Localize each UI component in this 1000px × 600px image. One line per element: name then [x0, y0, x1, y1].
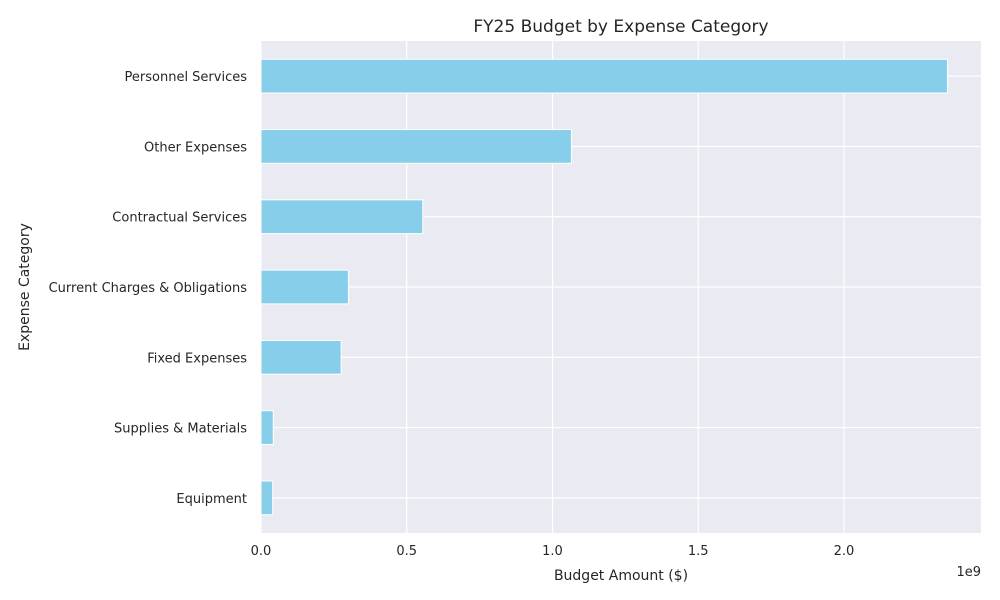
y-tick-labels: Personnel Services Other Expenses Contract… — [49, 70, 248, 507]
y-axis-label: Expense Category — [17, 223, 33, 351]
x-tick-labels: 0.0 0.5 1.0 1.5 2.0 — [251, 544, 855, 559]
bar-current-charges-obligations — [260, 269, 349, 305]
x-tick-label: 0.5 — [396, 544, 417, 559]
bars — [260, 58, 948, 516]
bar-contractual-services — [260, 199, 424, 235]
y-tick-label: Fixed Expenses — [147, 351, 247, 366]
y-tick-label: Contractual Services — [112, 211, 247, 226]
x-scale-offset-label: 1e9 — [956, 565, 981, 580]
x-axis-label: Budget Amount ($) — [554, 568, 688, 584]
bar-supplies-materials — [260, 410, 274, 445]
bar-other-expenses — [260, 129, 572, 164]
y-tick-label: Personnel Services — [125, 70, 248, 85]
chart-title: FY25 Budget by Expense Category — [473, 17, 768, 37]
y-tick-label: Current Charges & Obligations — [49, 281, 248, 296]
bar-equipment — [260, 480, 274, 516]
x-tick-label: 1.5 — [688, 544, 709, 559]
x-tick-label: 2.0 — [834, 544, 855, 559]
y-tick-label: Other Expenses — [144, 140, 247, 155]
x-tick-label: 1.0 — [542, 544, 563, 559]
bar-personnel-services — [260, 58, 948, 94]
y-tick-label: Equipment — [176, 492, 247, 507]
x-tick-label: 0.0 — [251, 544, 272, 559]
bar-fixed-expenses — [260, 339, 342, 375]
y-tick-label: Supplies & Materials — [114, 422, 247, 437]
